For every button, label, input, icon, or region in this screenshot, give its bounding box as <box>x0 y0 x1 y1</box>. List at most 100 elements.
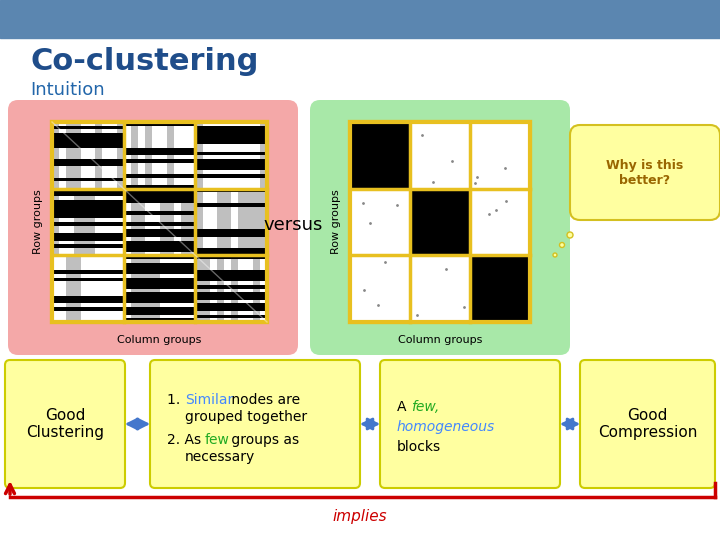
Bar <box>125 303 194 307</box>
Bar <box>53 226 122 230</box>
Bar <box>197 170 266 174</box>
Bar <box>197 152 266 156</box>
Bar <box>138 190 145 254</box>
FancyBboxPatch shape <box>5 360 125 488</box>
Bar <box>197 222 266 226</box>
Bar <box>53 137 122 140</box>
Bar <box>411 123 469 188</box>
Bar <box>53 278 122 281</box>
Bar <box>197 292 266 296</box>
Bar <box>145 256 153 321</box>
Bar <box>52 122 267 322</box>
Bar <box>197 281 266 285</box>
Bar <box>53 244 122 248</box>
Bar <box>53 214 122 218</box>
Bar <box>81 190 88 254</box>
Bar <box>125 152 194 156</box>
Bar <box>197 130 266 133</box>
Bar <box>197 192 266 196</box>
Bar <box>197 315 266 318</box>
Bar <box>53 315 122 318</box>
Bar <box>125 240 194 244</box>
Bar <box>138 256 145 321</box>
Bar <box>197 226 266 230</box>
Bar <box>125 166 194 170</box>
Bar <box>125 181 194 185</box>
Bar <box>125 318 194 322</box>
Bar <box>197 148 266 152</box>
Bar <box>125 230 194 233</box>
Bar <box>197 303 266 307</box>
Bar <box>53 152 122 156</box>
Bar <box>197 233 266 237</box>
Bar <box>131 123 138 188</box>
Bar <box>125 292 194 296</box>
Bar <box>125 204 194 207</box>
Bar <box>197 255 266 259</box>
Bar <box>125 285 194 289</box>
Bar <box>53 204 122 207</box>
Bar <box>411 190 469 254</box>
Bar <box>197 318 266 322</box>
Circle shape <box>567 232 573 238</box>
Text: 1.: 1. <box>167 393 184 407</box>
Bar <box>88 190 95 254</box>
Bar <box>53 296 122 300</box>
FancyBboxPatch shape <box>310 100 570 355</box>
Bar <box>125 126 194 130</box>
Bar <box>125 170 194 174</box>
Text: groups as: groups as <box>227 433 299 447</box>
Bar <box>53 230 122 233</box>
FancyBboxPatch shape <box>570 125 720 220</box>
Bar <box>53 156 122 159</box>
Bar <box>95 123 102 188</box>
Bar <box>125 237 194 240</box>
Bar <box>351 190 409 254</box>
Bar <box>197 218 266 222</box>
Bar <box>246 190 253 254</box>
Bar <box>53 255 122 259</box>
Bar <box>260 123 267 188</box>
Bar <box>253 190 260 254</box>
Bar <box>260 190 267 254</box>
Bar <box>411 256 469 321</box>
Bar <box>53 122 122 126</box>
Bar <box>0 0 720 38</box>
Bar <box>53 311 122 315</box>
Text: Co-clustering: Co-clustering <box>30 48 258 77</box>
Bar <box>52 123 59 188</box>
Bar <box>197 163 266 166</box>
Bar <box>197 204 266 207</box>
Bar <box>125 133 194 137</box>
Bar <box>125 255 194 259</box>
Bar <box>197 159 266 163</box>
Bar <box>197 137 266 140</box>
Bar <box>53 178 122 181</box>
Text: Good
Compression: Good Compression <box>598 408 697 440</box>
Bar <box>125 315 194 318</box>
FancyBboxPatch shape <box>8 100 298 355</box>
Text: Row groups: Row groups <box>33 190 43 254</box>
Text: versus: versus <box>264 216 323 234</box>
Text: Row groups: Row groups <box>331 190 341 254</box>
Bar <box>471 256 529 321</box>
Bar <box>145 123 153 188</box>
Bar <box>125 144 194 148</box>
Bar <box>53 196 122 200</box>
Bar <box>197 230 266 233</box>
Bar <box>197 248 266 252</box>
Bar <box>197 244 266 248</box>
Bar <box>53 148 122 152</box>
Bar <box>53 166 122 170</box>
Bar <box>66 123 73 188</box>
Bar <box>53 300 122 303</box>
Bar <box>217 256 224 321</box>
Bar <box>350 122 530 322</box>
Bar <box>53 218 122 222</box>
Bar <box>53 292 122 296</box>
Bar <box>117 123 124 188</box>
Bar <box>125 281 194 285</box>
Bar <box>73 190 81 254</box>
Bar <box>125 263 194 266</box>
Circle shape <box>559 242 564 247</box>
